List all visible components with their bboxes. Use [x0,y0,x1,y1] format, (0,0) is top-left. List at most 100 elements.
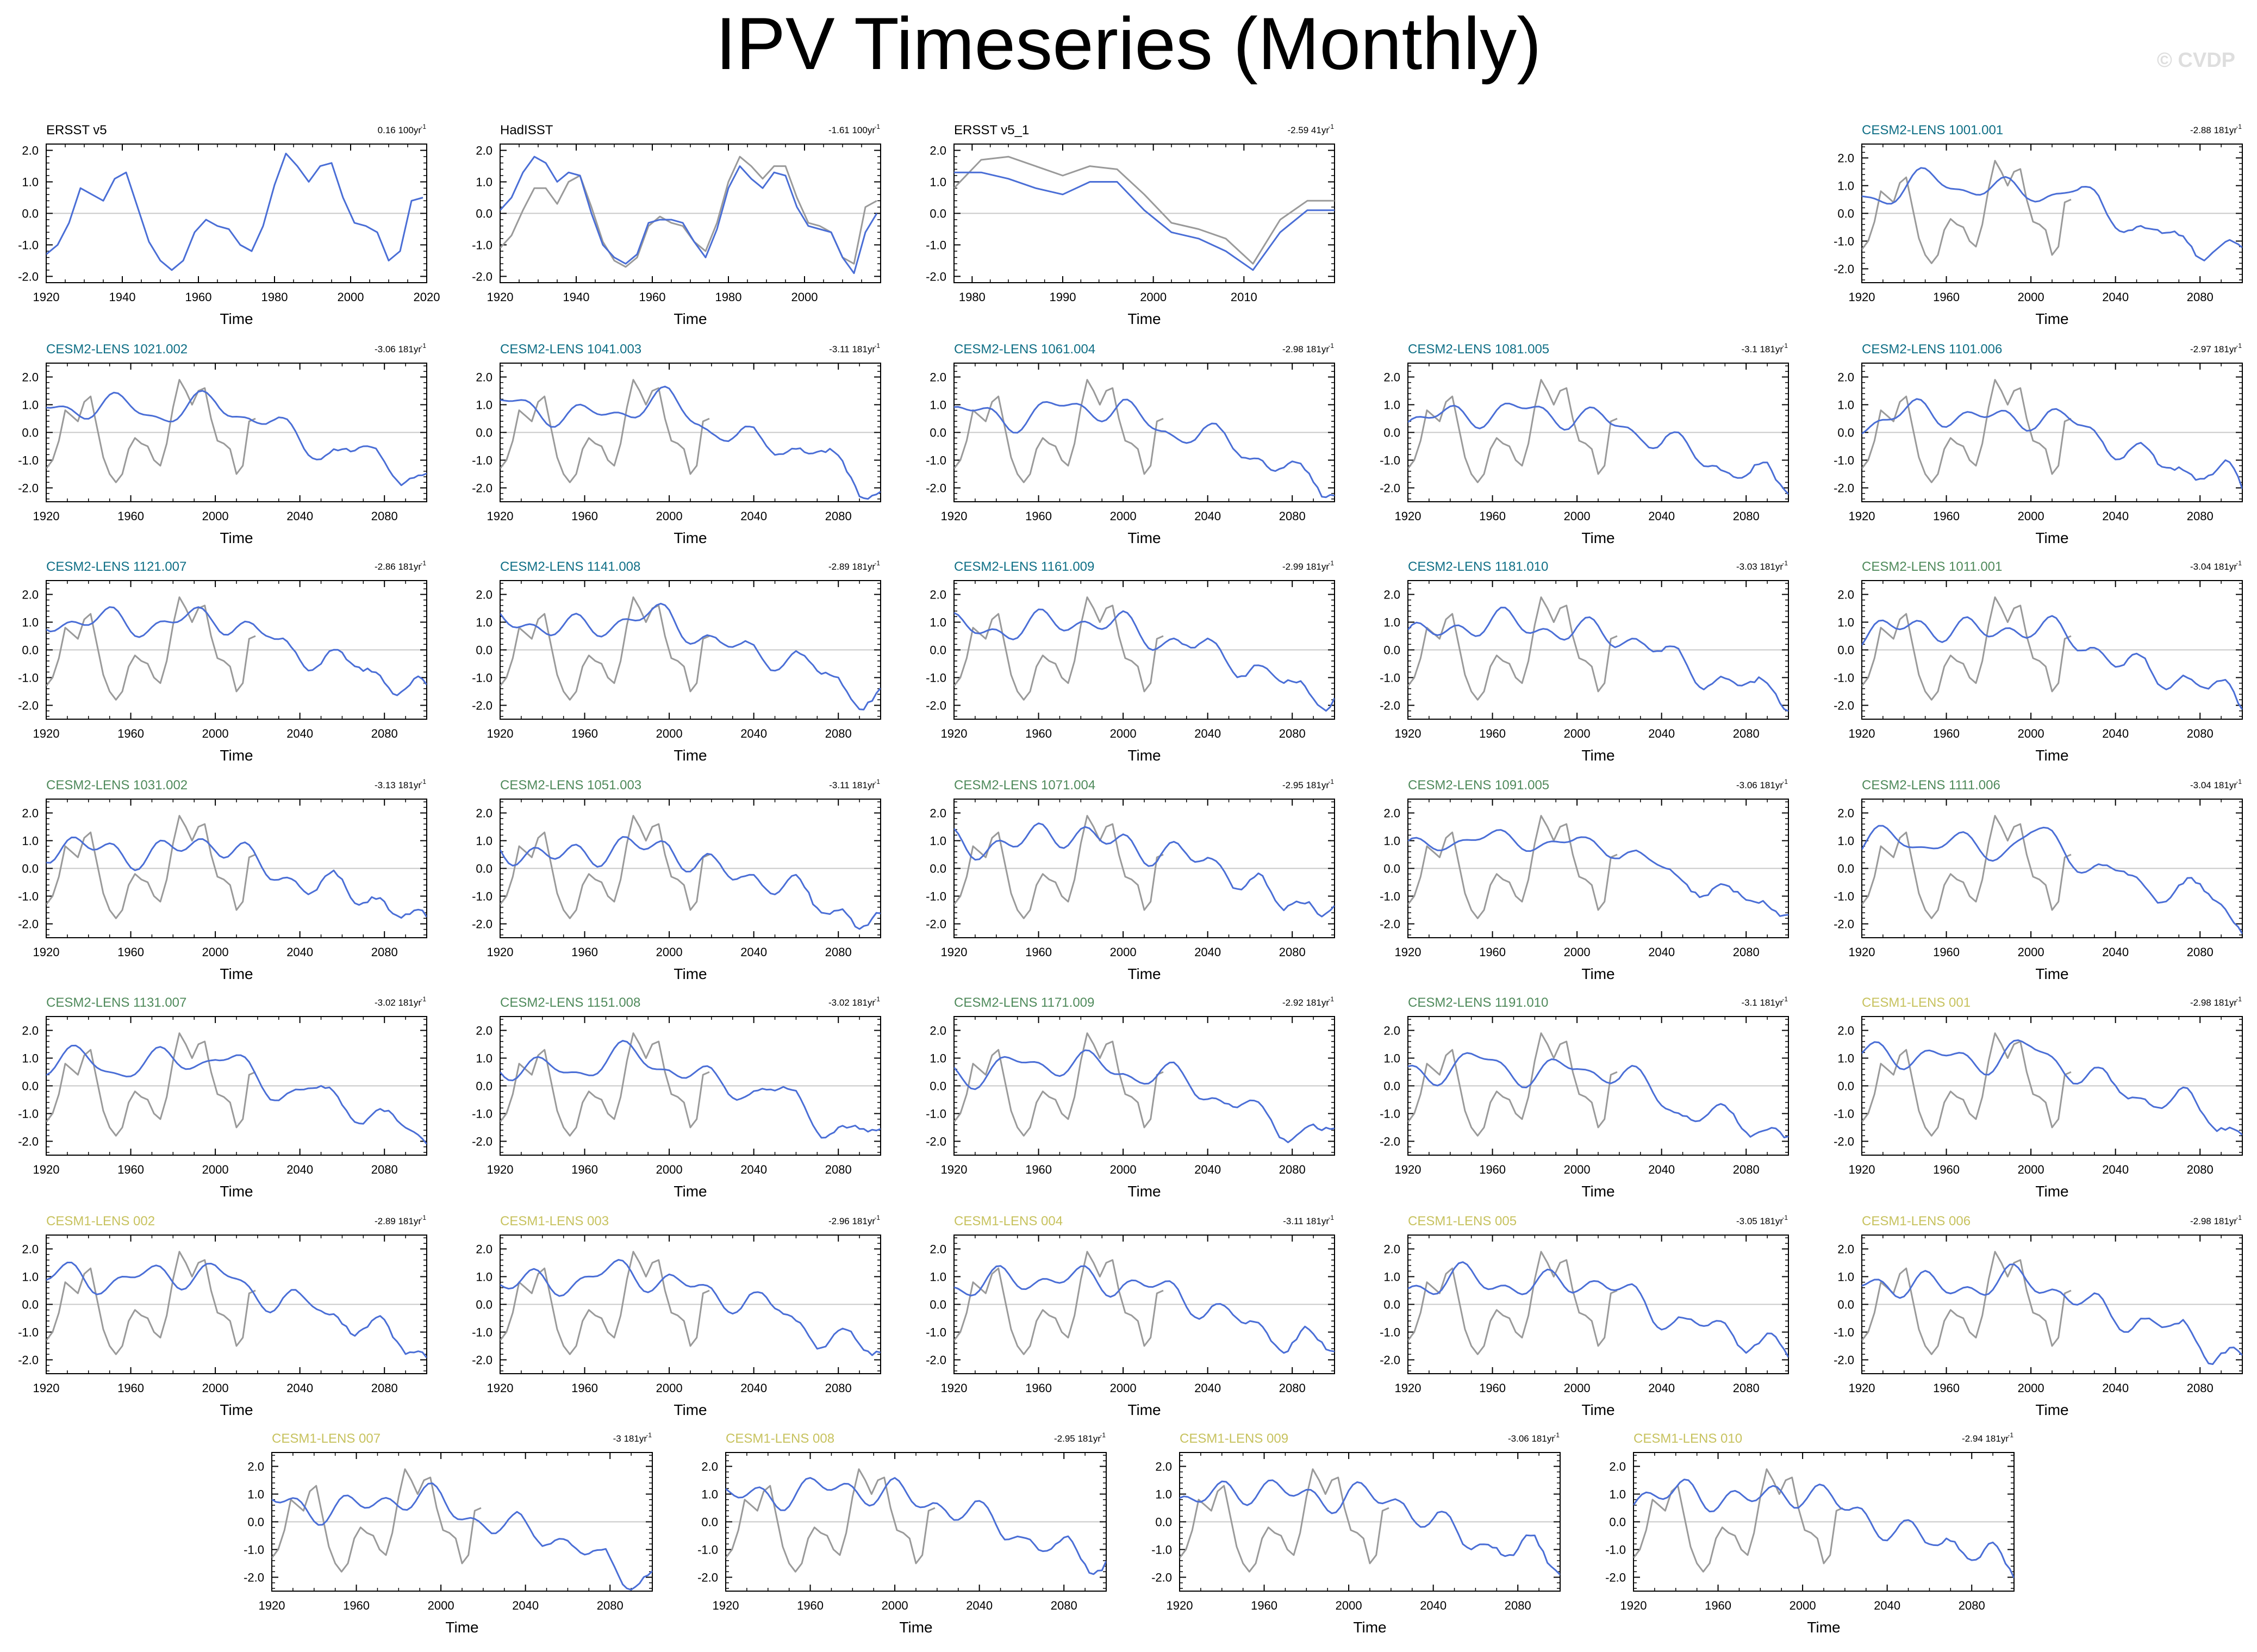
series-line [500,1259,881,1356]
series-line [500,602,881,710]
y-tick-label: -2.0 [926,1135,946,1149]
trend-label: -3.1 181yr [1741,344,1783,354]
y-tick-label: 2.0 [476,1024,492,1038]
y-tick-label: 2.0 [476,371,492,384]
trend-label: -2.88 181yr [2190,125,2237,135]
x-tick-label: 1960 [1025,1381,1052,1395]
y-tick-label: 0.0 [1609,1516,1626,1529]
chart-panel: 2.0 1.0 0.0 -1.0 -2.0 1920 1960 2000 2040 2080 Tim… [926,342,1335,546]
x-axis-label: Time [220,529,253,546]
x-tick-label: 2040 [2102,727,2129,740]
chart-panel: 2.0 1.0 0.0 -1.0 -2.0 1920 1960 2000 2040 2080 Tim… [18,1214,427,1418]
chart-panel: 2.0 1.0 0.0 -1.0 -2.0 1920 1960 2000 2040 2080 Tim… [472,342,881,546]
y-tick-label: 2.0 [1837,807,1854,820]
y-tick-label: -1.0 [926,238,946,252]
x-tick-label: 1960 [1479,1163,1506,1176]
y-tick-label: -1.0 [1834,890,1854,903]
y-tick-label: 2.0 [247,1460,264,1474]
x-tick-label: 2080 [1733,1163,1760,1176]
series-line [954,398,1335,498]
chart-panel: 2.0 1.0 0.0 -1.0 -2.0 1920 1960 2000 2040 2080 Tim… [1380,342,1789,546]
x-tick-label: 2040 [1194,945,1221,959]
y-tick-label: -1.0 [18,454,39,467]
x-tick-label: 2040 [1648,945,1675,959]
y-tick-label: 0.0 [1383,1298,1400,1312]
x-axis-label: Time [220,965,253,982]
x-tick-label: 1960 [1479,945,1506,959]
series-line [1633,1479,2014,1579]
trend-label: -3 181yr [613,1433,647,1444]
x-tick-label: 1960 [1479,1381,1506,1395]
x-tick-label: 2020 [414,290,440,304]
x-tick-label: 1960 [571,727,598,740]
trend-superscript: -1 [420,342,426,350]
x-tick-label: 2040 [286,1163,313,1176]
trend-superscript: -1 [420,995,426,1003]
x-tick-label: 1920 [33,1163,60,1176]
x-tick-label: 1920 [1849,945,1875,959]
x-tick-label: 1960 [571,1163,598,1176]
reference-series-line [1408,1251,1618,1355]
x-tick-label: 2040 [740,727,767,740]
y-tick-label: -2.0 [1380,918,1400,931]
y-tick-label: 0.0 [476,644,492,657]
chart-panel: 2.0 1.0 0.0 -1.0 -2.0 1920 1960 2000 2040 2080 Tim… [1834,559,2243,764]
y-tick-label: 2.0 [1837,1024,1854,1038]
trend-superscript: -1 [2236,123,2242,130]
reference-series-line [726,1468,936,1573]
trend-label: -3.03 181yr [1736,562,1783,572]
y-tick-label: -1.0 [926,454,946,467]
x-tick-label: 1960 [1479,727,1506,740]
y-tick-label: -2.0 [18,1354,39,1367]
y-tick-label: 0.0 [476,1080,492,1093]
y-tick-label: -2.0 [1380,482,1400,495]
x-tick-label: 2080 [1051,1599,1077,1612]
y-tick-label: 1.0 [476,834,492,848]
y-tick-label: 0.0 [1837,862,1854,876]
x-tick-label: 2000 [656,727,683,740]
x-tick-label: 2040 [1874,1599,1900,1612]
x-tick-label: 2000 [338,290,364,304]
y-tick-label: -1.0 [1380,671,1400,685]
y-tick-label: 1.0 [1837,834,1854,848]
x-tick-label: 1920 [1849,1163,1875,1176]
x-tick-label: 1960 [117,509,144,523]
x-tick-label: 1960 [1933,509,1960,523]
y-tick-label: -1.0 [472,1326,492,1339]
series-line [1862,1039,2242,1136]
y-tick-label: -1.0 [18,890,39,903]
y-tick-label: 2.0 [22,144,39,158]
x-tick-label: 2080 [1279,945,1306,959]
reference-series-line [954,1032,1164,1137]
chart-panel: 2.0 1.0 0.0 -1.0 -2.0 1980 1990 2000 2010 Time ERS… [926,123,1335,327]
x-tick-label: 1960 [343,1599,370,1612]
x-tick-label: 1960 [1933,945,1960,959]
panel-title: CESM2-LENS 1111.006 [1862,778,2000,793]
panel-title: CESM2-LENS 1071.004 [954,778,1095,793]
trend-superscript: -1 [1328,123,1334,130]
x-tick-label: 1960 [117,1381,144,1395]
y-tick-label: -2.0 [1834,699,1854,713]
y-tick-label: -1.0 [926,1107,946,1121]
y-tick-label: 1.0 [22,398,39,412]
reference-series-line [1862,379,2072,483]
trend-superscript: -1 [646,1431,652,1439]
panel-title: CESM2-LENS 1091.005 [1408,778,1549,793]
trend-label: -3.04 181yr [2190,562,2237,572]
series-line [46,390,427,487]
x-tick-label: 1920 [487,509,514,523]
panel-title: CESM1-LENS 003 [500,1214,609,1229]
y-tick-label: 1.0 [1837,1270,1854,1284]
x-tick-label: 2040 [740,509,767,523]
x-axis-label: Time [1581,1183,1614,1200]
x-tick-label: 2000 [656,1163,683,1176]
trend-label: -3.05 181yr [1736,1216,1783,1226]
x-tick-label: 2080 [825,509,852,523]
x-tick-label: 1960 [1025,945,1052,959]
x-tick-label: 1920 [941,509,968,523]
y-tick-label: -2.0 [18,270,39,283]
x-tick-label: 1920 [1395,727,1421,740]
x-tick-label: 1920 [487,290,514,304]
y-tick-label: 0.0 [22,1080,39,1093]
x-tick-label: 2080 [371,1381,398,1395]
